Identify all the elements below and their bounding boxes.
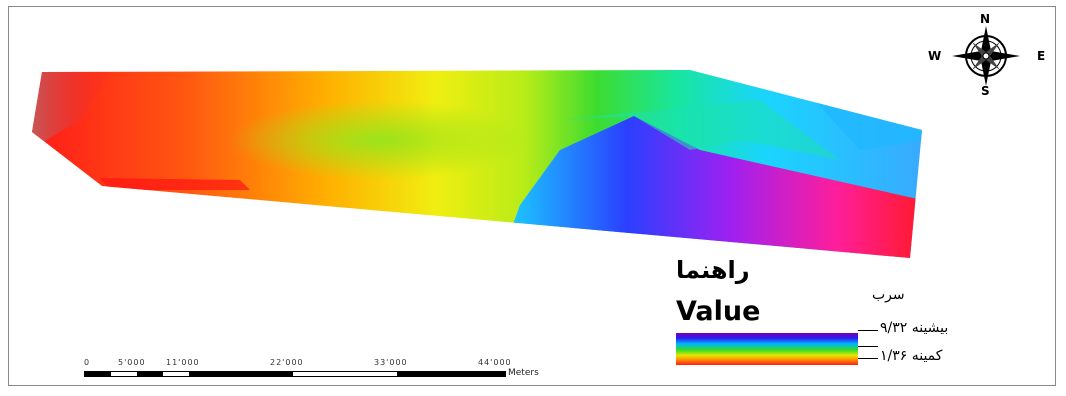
- legend-max-leader: [858, 330, 878, 331]
- scale-tick-label: 22'000: [270, 358, 304, 367]
- scale-tick-label: 33'000: [374, 358, 408, 367]
- north-label: N: [980, 12, 991, 26]
- legend-min-leader: [858, 358, 878, 359]
- scale-tick-label: 0: [84, 358, 91, 367]
- scale-units: Meters: [508, 368, 539, 378]
- legend-color-ramp: [676, 333, 858, 365]
- scale-segment: [137, 372, 163, 376]
- legend-title: راهنما: [676, 256, 750, 284]
- scale-segment: [397, 372, 505, 376]
- scale-segment: [85, 372, 111, 376]
- scale-tick-label: 44'000: [478, 358, 512, 367]
- legend-max-label: بیشینه ۹/۳۲: [880, 320, 949, 336]
- scale-tick-label: 5'000: [118, 358, 146, 367]
- scale-bar: [84, 371, 506, 377]
- compass-rose-icon: [952, 26, 1020, 86]
- east-label: E: [1037, 49, 1046, 63]
- legend-layer-name: سرب: [872, 287, 905, 303]
- legend-mid-leader: [858, 346, 878, 347]
- legend-value-heading: Value: [676, 296, 761, 327]
- legend-min-label: کمینه ۱/۳۶: [880, 348, 943, 364]
- west-label: W: [928, 49, 942, 63]
- scale-segment: [189, 372, 293, 376]
- south-label: S: [981, 84, 990, 98]
- scale-tick-label: 11'000: [166, 358, 200, 367]
- north-arrow: N S E W: [912, 12, 1056, 100]
